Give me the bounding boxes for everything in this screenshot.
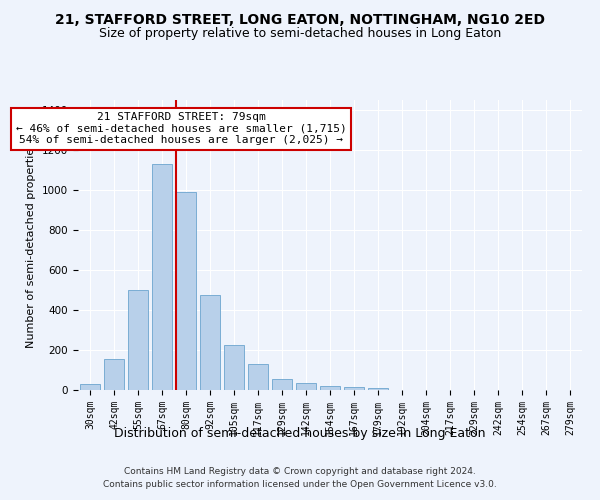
Bar bbox=[320, 386, 340, 390]
Bar bbox=[152, 164, 172, 390]
Text: Contains HM Land Registry data © Crown copyright and database right 2024.: Contains HM Land Registry data © Crown c… bbox=[124, 468, 476, 476]
Bar bbox=[296, 383, 316, 390]
Bar bbox=[128, 290, 148, 390]
Bar bbox=[368, 388, 388, 390]
Bar bbox=[248, 364, 268, 390]
Bar bbox=[272, 379, 292, 390]
Bar bbox=[80, 384, 100, 390]
Bar bbox=[224, 345, 244, 390]
Text: Contains public sector information licensed under the Open Government Licence v3: Contains public sector information licen… bbox=[103, 480, 497, 489]
Bar bbox=[104, 359, 124, 390]
Y-axis label: Number of semi-detached properties: Number of semi-detached properties bbox=[26, 142, 37, 348]
Text: 21 STAFFORD STREET: 79sqm
← 46% of semi-detached houses are smaller (1,715)
54% : 21 STAFFORD STREET: 79sqm ← 46% of semi-… bbox=[16, 112, 347, 145]
Bar bbox=[200, 295, 220, 390]
Text: 21, STAFFORD STREET, LONG EATON, NOTTINGHAM, NG10 2ED: 21, STAFFORD STREET, LONG EATON, NOTTING… bbox=[55, 12, 545, 26]
Text: Distribution of semi-detached houses by size in Long Eaton: Distribution of semi-detached houses by … bbox=[114, 428, 486, 440]
Bar bbox=[176, 192, 196, 390]
Text: Size of property relative to semi-detached houses in Long Eaton: Size of property relative to semi-detach… bbox=[99, 28, 501, 40]
Bar bbox=[344, 387, 364, 390]
